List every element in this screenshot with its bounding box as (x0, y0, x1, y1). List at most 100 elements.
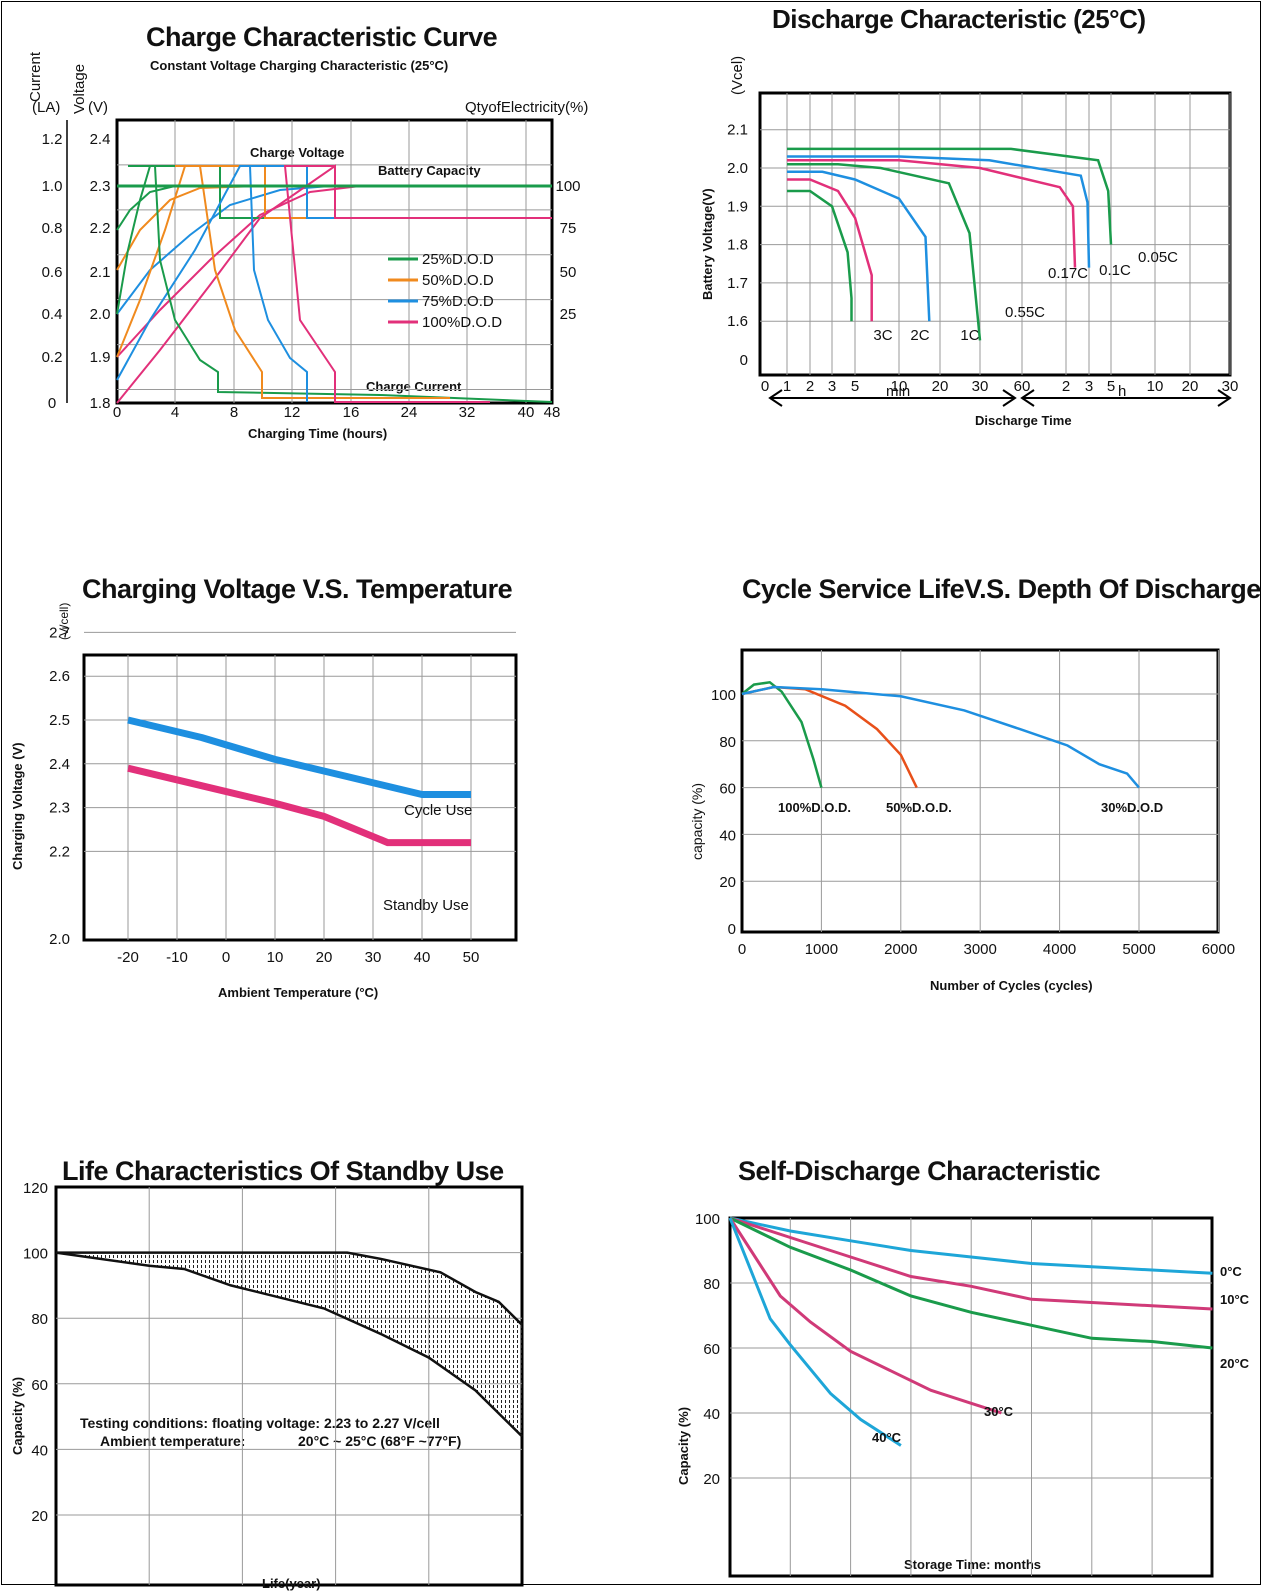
chart6-svg: Capacity (%) Storage Time: months 036912… (676, 1211, 1250, 1578)
chart2-title: Discharge Characteristic (25°C) (772, 4, 1146, 34)
chart5-y-tick: 100 (23, 1246, 48, 1263)
chart4-x-tick: 5000 (1122, 941, 1155, 958)
chart1-right-tick: 75 (560, 220, 577, 237)
chart1-xlabel: Charging Time (hours) (248, 426, 387, 441)
chart3-x-tick: 40 (414, 949, 431, 966)
chart1-right-tick: 100 (555, 178, 580, 195)
chart1-curve-100%D.O.D (283, 165, 490, 403)
chart6-series-label: 40°C (872, 1430, 902, 1445)
chart3-title: Charging Voltage V.S. Temperature (82, 574, 513, 604)
chart1-x-tick: 16 (343, 404, 360, 421)
chart1-voltage-tick: 1.9 (90, 349, 111, 366)
chart2-series-label: 0.05C (1138, 249, 1178, 266)
chart2-series-label: 0.17C (1048, 265, 1088, 282)
chart4-y-tick: 80 (719, 734, 736, 751)
chart2-svg: (Vcel) Battery Voltage(V) Discharge Time… (700, 56, 1238, 428)
chart5-ylabel: Capacity (%) (10, 1377, 25, 1455)
chart6-series-label: 0°C (1220, 1264, 1242, 1279)
chart6-y-tick: 80 (703, 1276, 720, 1293)
chart1-x-tick: 48 (544, 404, 561, 421)
chart6-series-label: 30°C (984, 1404, 1014, 1419)
chart1-right-tick: 50 (560, 264, 577, 281)
chart1-subtitle: Constant Voltage Charging Characteristic… (150, 58, 449, 73)
chart1-curve-75%D.O.D (240, 165, 308, 402)
chart4-ylabel: capacity (%) (689, 783, 705, 860)
chart1-voltage-tick: 1.8 (90, 395, 111, 412)
chart3-svg: (V/cell) Charging Voltage (V) Ambient Te… (10, 603, 518, 1000)
chart4-x-tick: 6000 (1202, 941, 1235, 958)
chart2-y-tick: 1.6 (727, 313, 748, 330)
chart2-x-tick: 3 (1085, 378, 1093, 395)
chart1-current-tick: 1.0 (42, 178, 63, 195)
chart1-x-tick: 0 (113, 404, 121, 421)
chart2-y-tick: 1.9 (727, 198, 748, 215)
chart4-series-label: 100%D.O.D. (778, 800, 851, 815)
chart4-y-tick: 60 (719, 781, 736, 798)
chart4-y-tick: 100 (711, 687, 736, 704)
chart4-x-tick: 3000 (964, 941, 997, 958)
chart3-y-tick: 2.0 (49, 931, 70, 948)
chart3-line-Standby Use (127, 764, 471, 847)
chart1-current-tick: 0.8 (42, 220, 63, 237)
chart6-series-label: 20°C (1220, 1356, 1250, 1371)
chart6-curve-20°C (729, 1216, 1213, 1350)
chart3-series-label: Cycle Use (404, 802, 472, 819)
chart5-y-tick: 80 (31, 1311, 48, 1328)
chart5-plot-border (54, 1185, 524, 1587)
chart2-x-tick: 5 (1107, 378, 1115, 395)
chart5-title: Life Characteristics Of Standby Use (62, 1156, 504, 1186)
chart1-x-tick: 12 (284, 404, 301, 421)
chart2-y-tick: 2.0 (727, 160, 748, 177)
chart6-y-tick: 100 (695, 1211, 720, 1228)
chart2-x-tick: 20 (1182, 378, 1199, 395)
chart1-right-tick: 25 (560, 306, 577, 323)
chart1-legend-label: 75%D.O.D (422, 293, 494, 310)
chart4-x-tick: 0 (738, 941, 746, 958)
chart2-x-tick: 2 (806, 378, 814, 395)
chart6-curve-40°C (728, 1217, 902, 1447)
chart4-xlabel: Number of Cycles (cycles) (930, 978, 1093, 993)
chart1-curve-50%D.O.D (175, 165, 450, 399)
chart1-title: Charge Characteristic Curve (146, 22, 498, 52)
chart5-svg: Capacity (%) Testing conditions: floatin… (10, 1180, 524, 1587)
chart2-unit-min: min (886, 383, 910, 400)
chart2-xlabel: Discharge Time (975, 413, 1072, 428)
chart3-y-tick: 2.6 (49, 668, 70, 685)
chart2-series-label: 2C (910, 327, 929, 344)
chart1-voltage-tick: 2.0 (90, 306, 111, 323)
chart2-curve-3C (787, 189, 853, 322)
chart2-curve-0.1C (787, 155, 1091, 268)
chart6-series-label: 10°C (1220, 1292, 1250, 1307)
chart6-curve-30°C (728, 1217, 1002, 1415)
chart3-x-tick: -10 (166, 949, 188, 966)
chart4-x-tick: 2000 (884, 941, 917, 958)
chart4-y-tick: 20 (719, 874, 736, 891)
chart2-series-label: 0.1C (1099, 262, 1131, 279)
chart2-x-tick: 5 (851, 378, 859, 395)
chart1-x-tick: 8 (230, 404, 238, 421)
chart4-curve-30%D.O.D (741, 685, 1140, 789)
chart6-y-tick: 40 (703, 1406, 720, 1423)
chart1-x-tick: 4 (171, 404, 179, 421)
chart2-x-tick: 0 (761, 378, 769, 395)
chart1-note-charge-current: Charge Current (366, 379, 462, 394)
chart6-y-tick: 60 (703, 1341, 720, 1358)
chart4-title: Cycle Service LifeV.S. Depth Of Discharg… (742, 574, 1261, 604)
chart1-voltage-tick: 2.3 (90, 178, 111, 195)
chart2-plot-border (758, 91, 1232, 377)
chart2-yunit: (Vcel) (729, 56, 746, 95)
chart1-current-tick: 0.4 (42, 306, 63, 323)
chart3-y-tick: 2.5 (49, 712, 70, 729)
chart1-voltage-tick: 2.1 (90, 264, 111, 281)
chart1-voltage-title: Voltage (71, 64, 88, 114)
chart4-y-tick: 40 (719, 827, 736, 844)
chart5-upper-curve (56, 1251, 523, 1326)
chart2-y-tick: 2.1 (727, 122, 748, 139)
chart4-svg: capacity (%) Number of Cycles (cycles) 0… (689, 648, 1235, 993)
chart2-y-tick: 1.8 (727, 237, 748, 254)
chart2-time-arrows (768, 389, 1232, 407)
chart3-series-label: Standby Use (383, 897, 469, 914)
chart1-voltage-unit: (V) (88, 99, 108, 116)
chart6-curve-0°C (729, 1216, 1213, 1275)
